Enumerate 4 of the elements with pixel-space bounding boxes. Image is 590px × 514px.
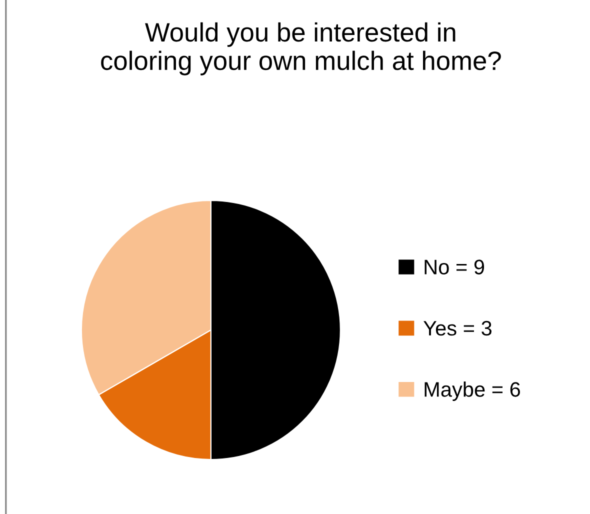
chart-title: Would you be interested in coloring your own mulch at home? xyxy=(101,22,501,76)
legend-label: No = 9 xyxy=(424,260,484,274)
legend-label: Maybe = 6 xyxy=(424,382,520,401)
legend-label: Yes = 3 xyxy=(424,320,492,336)
